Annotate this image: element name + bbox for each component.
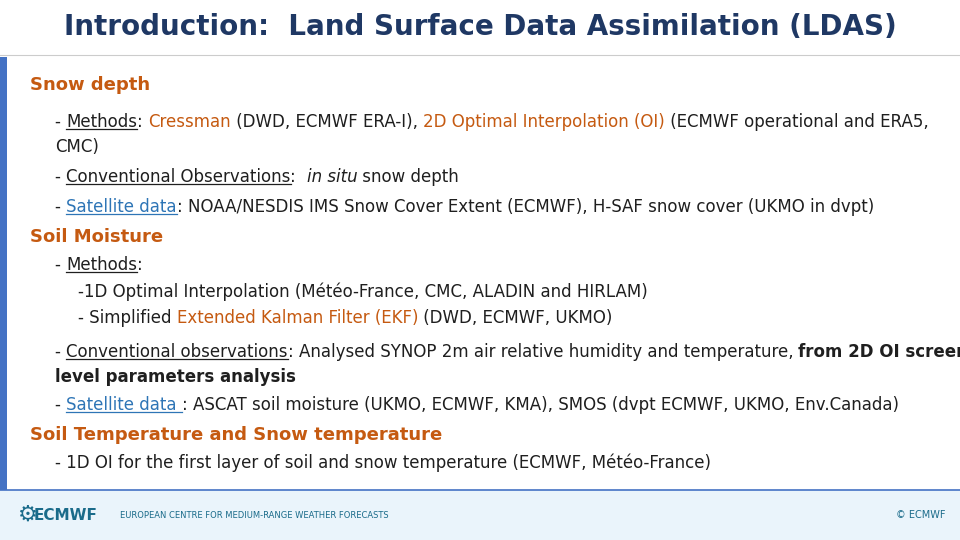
Text: - Simplified: - Simplified <box>78 309 177 327</box>
Text: -: - <box>55 343 66 361</box>
Text: level parameters analysis: level parameters analysis <box>55 368 296 386</box>
Text: Snow depth: Snow depth <box>30 76 150 94</box>
Text: Satellite data: Satellite data <box>66 198 177 216</box>
Text: : NOAA/NESDIS IMS Snow Cover Extent (ECMWF), H-SAF snow cover (UKMO in dvpt): : NOAA/NESDIS IMS Snow Cover Extent (ECM… <box>177 198 874 216</box>
Text: (DWD, ECMWF ERA-I),: (DWD, ECMWF ERA-I), <box>230 113 423 131</box>
Text: Methods: Methods <box>66 113 137 131</box>
Text: ECMWF: ECMWF <box>34 508 98 523</box>
Text: EUROPEAN CENTRE FOR MEDIUM-RANGE WEATHER FORECASTS: EUROPEAN CENTRE FOR MEDIUM-RANGE WEATHER… <box>120 510 389 519</box>
Text: Soil Temperature and Snow temperature: Soil Temperature and Snow temperature <box>30 426 443 444</box>
Text: : ASCAT soil moisture (UKMO, ECMWF, KMA), SMOS (dvpt ECMWF, UKMO, Env.Canada): : ASCAT soil moisture (UKMO, ECMWF, KMA)… <box>181 396 899 414</box>
Text: : Analysed SYNOP 2m air relative humidity and temperature,: : Analysed SYNOP 2m air relative humidit… <box>288 343 799 361</box>
Text: :: : <box>291 168 307 186</box>
Text: Conventional Observations: Conventional Observations <box>66 168 291 186</box>
Text: (DWD, ECMWF, UKMO): (DWD, ECMWF, UKMO) <box>419 309 612 327</box>
Text: 2D Optimal Interpolation (OI): 2D Optimal Interpolation (OI) <box>423 113 664 131</box>
Text: from 2D OI screen: from 2D OI screen <box>799 343 960 361</box>
Text: Cressman: Cressman <box>148 113 230 131</box>
Bar <box>0 490 960 540</box>
Text: -: - <box>55 396 66 414</box>
Text: Conventional observations: Conventional observations <box>66 343 288 361</box>
Text: (ECMWF operational and ERA5,: (ECMWF operational and ERA5, <box>664 113 928 131</box>
Text: Satellite data: Satellite data <box>66 396 181 414</box>
Text: Introduction:  Land Surface Data Assimilation (LDAS): Introduction: Land Surface Data Assimila… <box>63 14 897 42</box>
Text: in situ: in situ <box>307 168 357 186</box>
Text: -: - <box>55 113 66 131</box>
Text: snow depth: snow depth <box>357 168 459 186</box>
Bar <box>0 57 7 490</box>
Text: Methods: Methods <box>66 256 137 274</box>
Text: Soil Moisture: Soil Moisture <box>30 228 163 246</box>
Text: © ECMWF: © ECMWF <box>896 510 945 520</box>
Text: :: : <box>137 113 148 131</box>
Text: CMC): CMC) <box>55 138 99 156</box>
Text: Extended Kalman Filter (EKF): Extended Kalman Filter (EKF) <box>177 309 419 327</box>
Text: ⚙: ⚙ <box>18 505 38 525</box>
Text: -: - <box>55 256 66 274</box>
Text: :: : <box>137 256 143 274</box>
Text: -1D Optimal Interpolation (Météo-France, CMC, ALADIN and HIRLAM): -1D Optimal Interpolation (Météo-France,… <box>78 283 648 301</box>
Text: - 1D OI for the first layer of soil and snow temperature (ECMWF, Météo-France): - 1D OI for the first layer of soil and … <box>55 454 711 472</box>
Text: -: - <box>55 168 66 186</box>
Text: -: - <box>55 198 66 216</box>
